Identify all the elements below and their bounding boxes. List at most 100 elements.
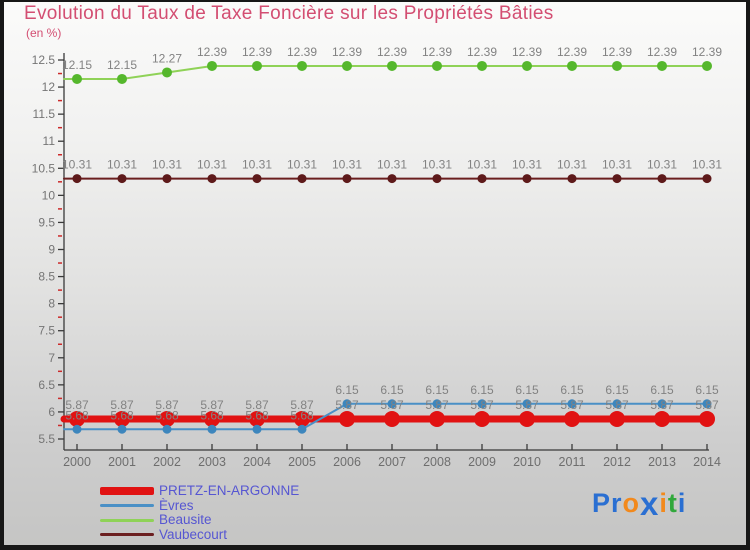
svg-text:12.39: 12.39 <box>602 45 632 59</box>
svg-text:5.87: 5.87 <box>155 398 179 412</box>
svg-text:12.15: 12.15 <box>107 58 137 72</box>
chart-title: Evolution du Taux de Taxe Foncière sur l… <box>24 3 554 24</box>
svg-text:8.5: 8.5 <box>38 270 55 284</box>
svg-text:12.27: 12.27 <box>152 51 182 65</box>
data-point <box>342 399 352 409</box>
data-point <box>387 399 397 409</box>
series-Vaubecourt <box>63 174 712 184</box>
svg-text:5.68: 5.68 <box>200 408 224 422</box>
data-point <box>162 174 172 184</box>
svg-text:5.87: 5.87 <box>65 398 89 412</box>
data-point <box>477 60 487 71</box>
svg-text:10.5: 10.5 <box>32 161 56 175</box>
data-point <box>477 399 487 409</box>
data-point <box>72 73 82 84</box>
data-point <box>72 174 82 184</box>
logo-letter: i <box>677 488 687 518</box>
data-point <box>162 424 172 434</box>
svg-text:12: 12 <box>42 80 56 94</box>
svg-text:5.87: 5.87 <box>695 398 719 412</box>
svg-text:6.15: 6.15 <box>470 383 494 397</box>
svg-text:10.31: 10.31 <box>557 158 587 172</box>
svg-text:10.31: 10.31 <box>62 158 92 172</box>
data-point <box>342 174 352 184</box>
svg-text:12.39: 12.39 <box>512 45 542 59</box>
data-point <box>294 410 310 427</box>
svg-text:10.31: 10.31 <box>152 158 182 172</box>
svg-text:2007: 2007 <box>378 455 406 469</box>
svg-text:10.31: 10.31 <box>422 158 452 172</box>
logo-letter: r <box>611 488 623 518</box>
svg-text:10.31: 10.31 <box>692 158 722 172</box>
data-point <box>117 174 127 184</box>
data-point <box>522 174 532 184</box>
legend-label: PRETZ-EN-ARGONNE <box>159 483 300 499</box>
data-point <box>252 60 262 71</box>
data-point <box>657 399 667 409</box>
data-point <box>297 60 307 71</box>
data-point <box>117 73 127 84</box>
svg-text:10.31: 10.31 <box>287 158 317 172</box>
svg-text:5.87: 5.87 <box>560 398 584 412</box>
svg-text:6.15: 6.15 <box>425 383 449 397</box>
svg-text:5.87: 5.87 <box>380 398 404 412</box>
svg-text:5.87: 5.87 <box>650 398 674 412</box>
data-point <box>702 60 712 71</box>
svg-text:5.87: 5.87 <box>110 398 134 412</box>
data-point <box>657 174 667 184</box>
data-point <box>567 174 577 184</box>
svg-text:2014: 2014 <box>693 455 721 469</box>
svg-text:12.39: 12.39 <box>242 45 272 59</box>
legend-label: Beausite <box>159 512 212 528</box>
svg-text:12.39: 12.39 <box>287 45 317 59</box>
logo-letter: t <box>667 488 678 518</box>
svg-text:5.87: 5.87 <box>515 398 539 412</box>
data-point <box>252 424 262 434</box>
proxiti-logo[interactable]: Proxiti <box>592 487 687 520</box>
chart-subtitle: (en %) <box>26 26 62 40</box>
series-Èvres <box>63 399 712 434</box>
data-point <box>612 60 622 71</box>
data-point <box>207 174 217 184</box>
data-point <box>477 174 487 184</box>
data-point <box>429 410 445 427</box>
svg-text:2000: 2000 <box>63 455 91 469</box>
svg-text:9: 9 <box>48 243 55 257</box>
svg-text:5.87: 5.87 <box>335 398 359 412</box>
svg-text:5.68: 5.68 <box>245 408 269 422</box>
svg-text:8: 8 <box>48 297 55 311</box>
svg-text:2002: 2002 <box>153 455 181 469</box>
svg-text:2005: 2005 <box>288 455 316 469</box>
data-point <box>432 60 442 71</box>
data-point <box>387 174 397 184</box>
data-point <box>297 424 307 434</box>
svg-text:7: 7 <box>48 351 55 365</box>
svg-text:12.39: 12.39 <box>692 45 722 59</box>
svg-text:10.31: 10.31 <box>377 158 407 172</box>
legend-item-vaubecourt: Vaubecourt <box>100 527 299 543</box>
svg-text:5.87: 5.87 <box>470 398 494 412</box>
legend-swatch-blue-line <box>100 504 154 508</box>
data-point <box>564 410 580 427</box>
data-point <box>519 410 535 427</box>
data-point <box>384 410 400 427</box>
legend-item-evres: Èvres <box>100 498 299 514</box>
data-point <box>432 174 442 184</box>
svg-text:6.15: 6.15 <box>650 383 674 397</box>
data-point <box>567 60 577 71</box>
data-point <box>609 410 625 427</box>
data-point <box>162 67 172 78</box>
svg-text:6.15: 6.15 <box>695 383 719 397</box>
svg-text:5.68: 5.68 <box>290 408 314 422</box>
data-point <box>522 60 532 71</box>
data-labels: 5.87 5.87 5.87 5.87 5.87 5.87 5.87 5.87 5.87 5.87… <box>62 45 722 422</box>
chart-plot-area: 5.5 6 6.5 7 7.5 8 8.5 9 9.5 10 10.5 11 11.5 12 12.5 200… <box>32 45 723 469</box>
data-point <box>567 399 577 409</box>
svg-text:10.31: 10.31 <box>332 158 362 172</box>
data-point <box>387 60 397 71</box>
legend-swatch-red-line <box>100 487 154 496</box>
legend-item-beausite: Beausite <box>100 513 299 528</box>
svg-text:10.31: 10.31 <box>242 158 272 172</box>
svg-text:12.39: 12.39 <box>557 45 587 59</box>
axes: 5.5 6 6.5 7 7.5 8 8.5 9 9.5 10 10.5 11 11.5 12 12.5 200… <box>32 53 721 469</box>
